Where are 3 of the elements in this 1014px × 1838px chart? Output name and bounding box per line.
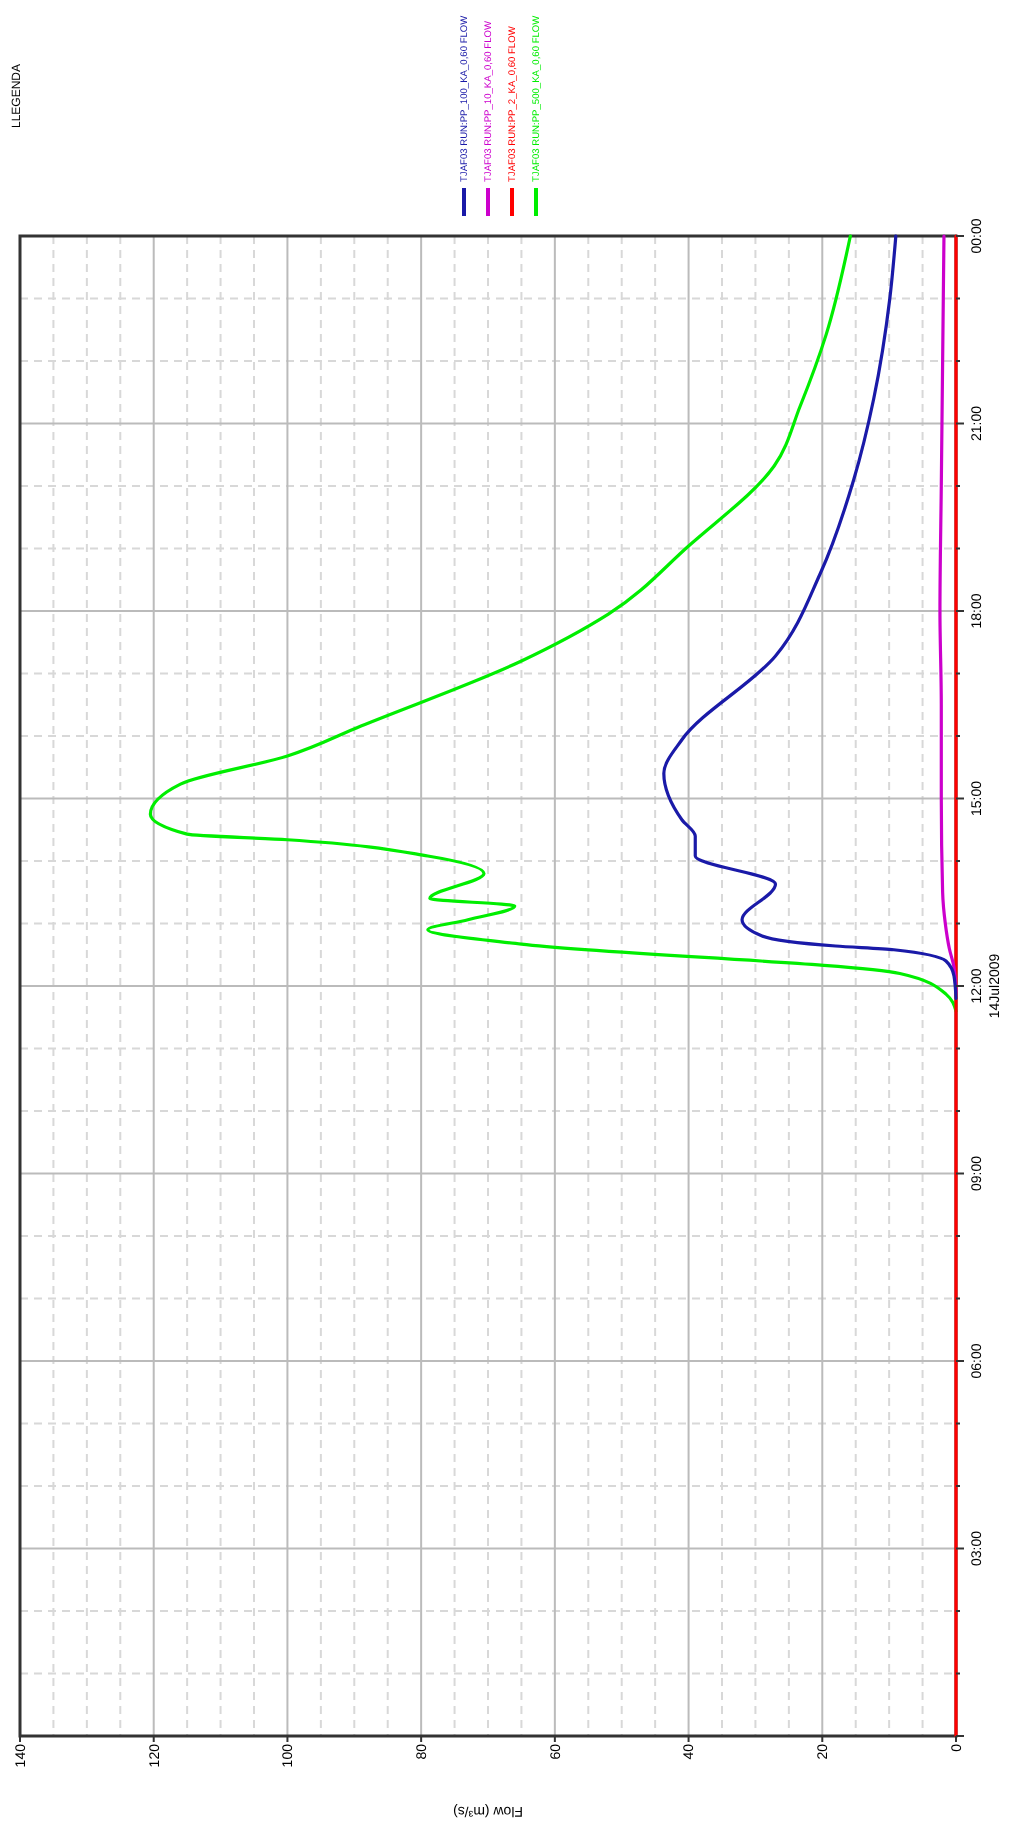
line-series: [662, 234, 958, 1001]
line-series: [148, 234, 958, 1013]
line-series: [938, 234, 958, 994]
